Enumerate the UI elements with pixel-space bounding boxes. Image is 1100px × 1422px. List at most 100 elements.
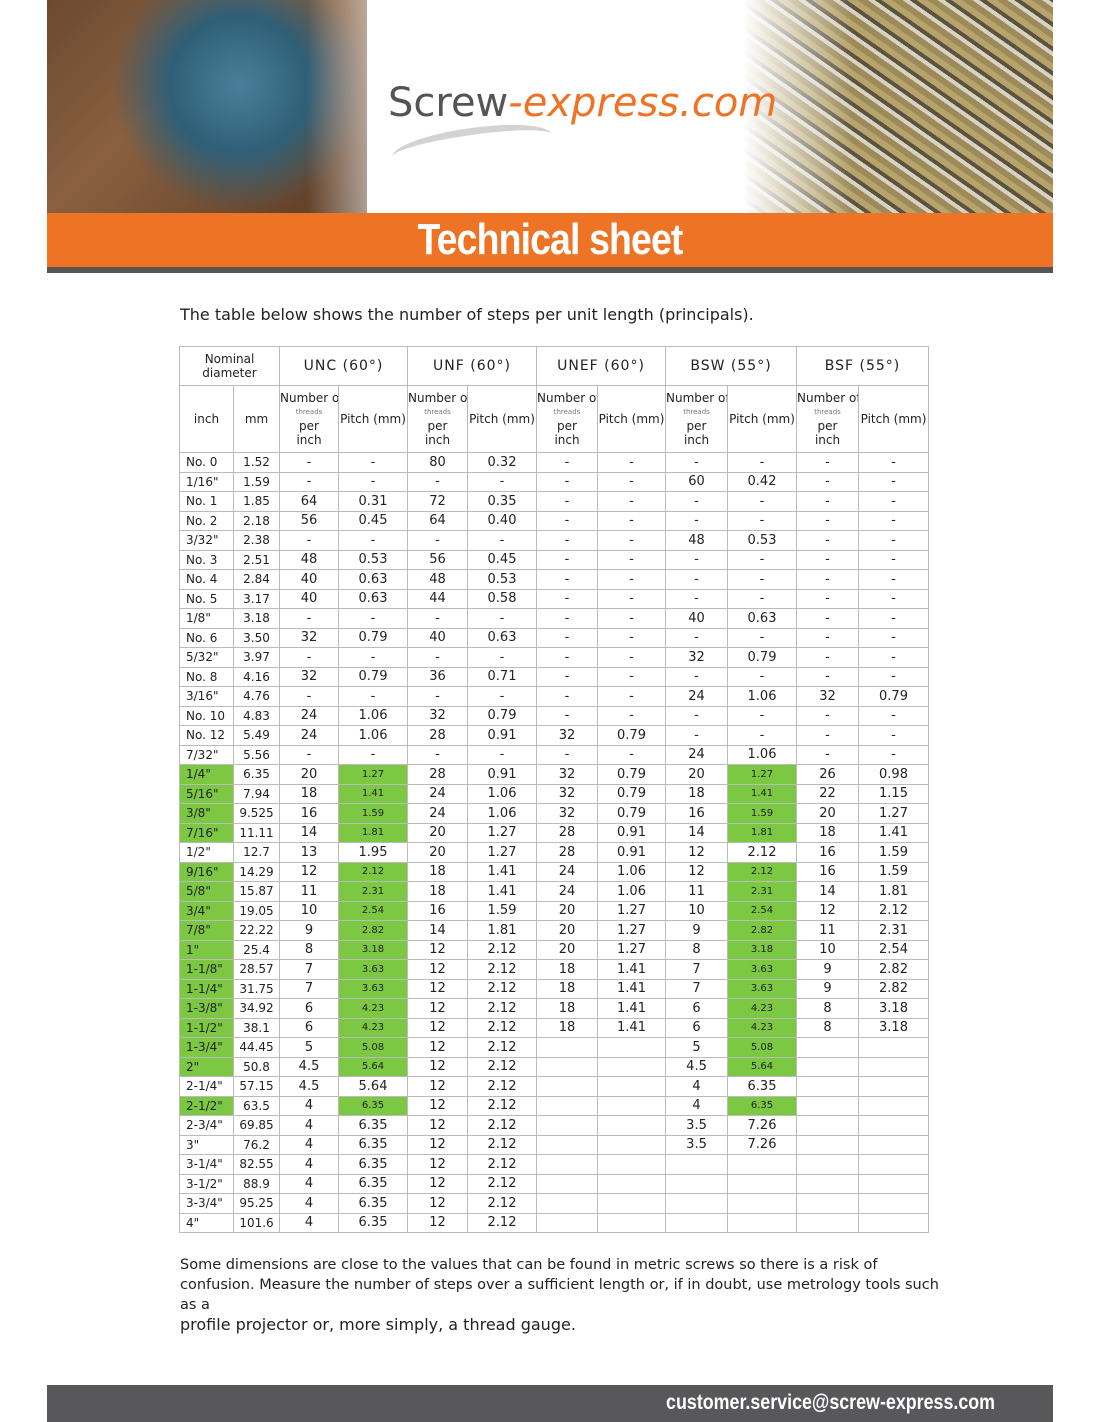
cell-unf-pitch: 2.12 xyxy=(467,959,538,980)
cell-bsw-tpi xyxy=(665,1154,729,1175)
cell-unef-pitch xyxy=(597,1037,667,1058)
cell-bsw-tpi: 48 xyxy=(665,530,729,551)
cell-bsf-pitch xyxy=(858,1193,930,1214)
cell-unc-pitch: 4.23 xyxy=(338,1017,409,1038)
cell-mm: 1.85 xyxy=(232,491,281,512)
cell-bsf-tpi: 9 xyxy=(796,959,860,980)
cell-bsf-pitch xyxy=(858,1115,930,1136)
cell-bsf-tpi: - xyxy=(796,491,860,512)
cell-bsw-pitch: - xyxy=(727,491,798,512)
cell-bsw-pitch: 4.23 xyxy=(727,998,798,1019)
cell-unc-tpi: 18 xyxy=(279,783,340,804)
cell-unef-pitch: 1.27 xyxy=(597,920,667,941)
threads-header-text: threads xyxy=(683,408,710,416)
cell-bsw-pitch: 1.06 xyxy=(727,744,798,765)
thread-pitch-table: Nominal diameter UNC (60°) UNF (60°) UNE… xyxy=(178,346,930,1233)
cell-bsf-tpi xyxy=(796,1212,860,1233)
threads-header-text: per xyxy=(557,419,577,433)
cell-mm: 3.50 xyxy=(232,627,281,648)
cell-bsf-tpi: 16 xyxy=(796,861,860,882)
cell-inch: 5/32" xyxy=(179,647,234,668)
cell-unf-pitch: 1.06 xyxy=(467,783,538,804)
cell-mm: 57.15 xyxy=(232,1076,281,1097)
cell-unc-pitch: 5.64 xyxy=(338,1076,409,1097)
cell-unef-pitch: - xyxy=(597,491,667,512)
cell-bsf-tpi: 11 xyxy=(796,920,860,941)
cell-unf-tpi: - xyxy=(407,608,469,629)
cell-unef-tpi xyxy=(536,1095,599,1116)
table-row: 1/16" 1.59- - - - - -60 0.42- - xyxy=(179,471,930,492)
cell-bsw-pitch: 4.23 xyxy=(727,1017,798,1038)
cell-bsf-pitch: - xyxy=(858,588,930,609)
outro-text: Some dimensions are close to the values … xyxy=(180,1255,940,1335)
cell-bsw-pitch: 2.54 xyxy=(727,900,798,921)
table-row: 3-1/2" 88.9 4 6.35 12 2.12 xyxy=(179,1173,930,1194)
cell-bsf-pitch: 0.79 xyxy=(858,686,930,707)
cell-unef-pitch: 1.27 xyxy=(597,900,667,921)
cell-unc-tpi: 7 xyxy=(279,978,340,999)
cell-unf-pitch: - xyxy=(467,530,538,551)
table-row: 3" 76.2 4 6.35 12 2.12 3.5 7.26 xyxy=(179,1134,930,1155)
cell-unef-pitch: 1.41 xyxy=(597,959,667,980)
cell-unef-pitch xyxy=(597,1212,667,1233)
cell-bsw-tpi: 5 xyxy=(665,1037,729,1058)
cell-inch: No. 4 xyxy=(179,569,234,590)
unef-header: UNEF (60°) xyxy=(536,346,667,386)
cell-unc-pitch: 2.82 xyxy=(338,920,409,941)
cell-bsf-pitch: 2.54 xyxy=(858,939,930,960)
cell-unf-tpi: 12 xyxy=(407,1037,469,1058)
threads-header-text: Number of xyxy=(666,391,728,405)
cell-bsf-pitch: - xyxy=(858,471,930,492)
cell-unc-tpi: - xyxy=(279,452,340,473)
cell-unef-tpi xyxy=(536,1173,599,1194)
cell-mm: 3.97 xyxy=(232,647,281,668)
cell-bsf-tpi: 14 xyxy=(796,881,860,902)
cell-bsf-pitch: 2.82 xyxy=(858,978,930,999)
cell-inch: 7/16" xyxy=(179,822,234,843)
cell-unc-pitch: - xyxy=(338,452,409,473)
cell-unf-tpi: 12 xyxy=(407,1154,469,1175)
cell-bsw-tpi: 24 xyxy=(665,744,729,765)
cell-unef-pitch: 1.27 xyxy=(597,939,667,960)
cell-bsf-pitch: - xyxy=(858,530,930,551)
cell-inch: 3" xyxy=(179,1134,234,1155)
cell-bsf-tpi: - xyxy=(796,725,860,746)
cell-unc-tpi: 14 xyxy=(279,822,340,843)
cell-unef-tpi: 24 xyxy=(536,861,599,882)
cell-bsw-pitch: 0.79 xyxy=(727,647,798,668)
cell-unf-tpi: 72 xyxy=(407,491,469,512)
cell-unef-tpi xyxy=(536,1076,599,1097)
cell-unc-pitch: 6.35 xyxy=(338,1154,409,1175)
cell-unf-tpi: 18 xyxy=(407,881,469,902)
cell-unc-tpi: - xyxy=(279,744,340,765)
cell-inch: 2" xyxy=(179,1056,234,1077)
cell-unef-tpi: - xyxy=(536,588,599,609)
cell-bsf-tpi: - xyxy=(796,549,860,570)
cell-unf-pitch: 0.53 xyxy=(467,569,538,590)
cell-bsf-tpi: - xyxy=(796,452,860,473)
cell-mm: 7.94 xyxy=(232,783,281,804)
cell-unef-pitch: - xyxy=(597,744,667,765)
table-row: 3/4" 19.05 10 2.54 16 1.59 20 1.27 10 2.54 12 2.12 xyxy=(179,900,930,921)
cell-inch: 3/4" xyxy=(179,900,234,921)
cell-unef-pitch: 0.79 xyxy=(597,725,667,746)
pitch-header: Pitch (mm) xyxy=(467,385,538,453)
cell-bsw-pitch: 1.41 xyxy=(727,783,798,804)
cell-bsw-pitch: 1.81 xyxy=(727,822,798,843)
cell-unf-tpi: - xyxy=(407,647,469,668)
bsw-header: BSW (55°) xyxy=(665,346,798,386)
cell-unef-tpi: 20 xyxy=(536,939,599,960)
cell-unf-tpi: 24 xyxy=(407,783,469,804)
cell-unf-tpi: 36 xyxy=(407,666,469,687)
cell-bsw-pitch: 2.12 xyxy=(727,842,798,863)
cell-bsf-pitch: 1.15 xyxy=(858,783,930,804)
table-row: 4" 101.6 4 6.35 12 2.12 xyxy=(179,1212,930,1233)
cell-unc-pitch: 3.63 xyxy=(338,959,409,980)
cell-bsw-pitch: 1.06 xyxy=(727,686,798,707)
footer-email-link[interactable]: customer.service@screw-express.com xyxy=(666,1391,995,1414)
cell-unf-pitch: 0.91 xyxy=(467,764,538,785)
cell-unf-tpi: 28 xyxy=(407,764,469,785)
cell-unc-tpi: 11 xyxy=(279,881,340,902)
cell-unf-tpi: 12 xyxy=(407,939,469,960)
cell-unf-pitch: 1.81 xyxy=(467,920,538,941)
